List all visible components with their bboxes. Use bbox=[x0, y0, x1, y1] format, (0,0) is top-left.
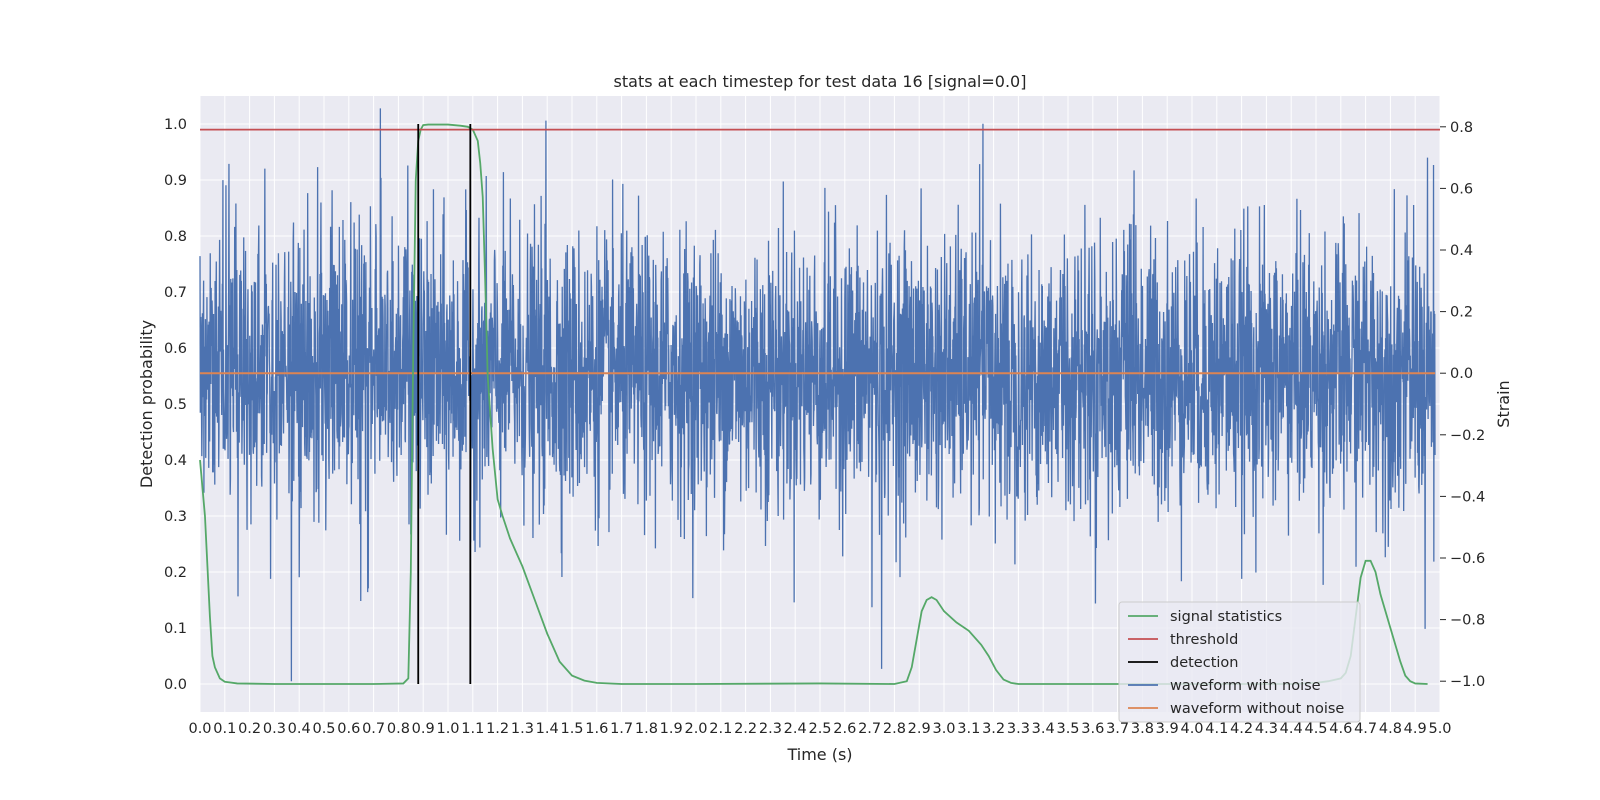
x-tick-label: 3.2 bbox=[982, 721, 1005, 737]
y2-tick-label: −1.0 bbox=[1450, 674, 1485, 690]
x-tick-label: 1.4 bbox=[536, 721, 559, 737]
y-tick-label: 0.5 bbox=[164, 397, 187, 413]
x-tick-label: 1.7 bbox=[610, 721, 633, 737]
x-tick-label: 1.2 bbox=[486, 721, 509, 737]
x-tick-label: 2.1 bbox=[709, 721, 732, 737]
x-tick-label: 1.0 bbox=[436, 721, 459, 737]
x-tick-label: 3.4 bbox=[1032, 721, 1055, 737]
legend-label-signal-statistics: signal statistics bbox=[1170, 609, 1282, 625]
y2-tick-label: −0.6 bbox=[1450, 551, 1485, 567]
y-tick-label: 0.7 bbox=[164, 285, 187, 301]
y2-tick-label: −0.2 bbox=[1450, 428, 1485, 444]
x-tick-label: 5.0 bbox=[1428, 721, 1451, 737]
x-tick-label: 2.4 bbox=[784, 721, 807, 737]
legend-box bbox=[1118, 601, 1361, 723]
y-tick-label: 0.1 bbox=[164, 621, 187, 637]
x-tick-label: 4.6 bbox=[1329, 721, 1352, 737]
x-tick-label: 3.1 bbox=[957, 721, 980, 737]
y2-tick-label: 0.4 bbox=[1450, 243, 1473, 259]
x-tick-label: 0.8 bbox=[387, 721, 410, 737]
y2-tick-label: 0.0 bbox=[1450, 366, 1473, 382]
x-tick-label: 3.8 bbox=[1131, 721, 1154, 737]
y-axis-label: Detection probability bbox=[137, 320, 156, 488]
x-tick-label: 2.8 bbox=[883, 721, 906, 737]
x-tick-label: 0.0 bbox=[188, 721, 211, 737]
x-tick-label: 2.3 bbox=[759, 721, 782, 737]
x-tick-label: 4.3 bbox=[1255, 721, 1278, 737]
y-tick-label: 0.4 bbox=[164, 453, 187, 469]
x-tick-label: 2.7 bbox=[858, 721, 881, 737]
x-tick-label: 4.5 bbox=[1304, 721, 1327, 737]
x-tick-label: 3.9 bbox=[1156, 721, 1179, 737]
x-tick-label: 2.0 bbox=[684, 721, 707, 737]
x-axis-ticks: 0.0 0.1 0.2 0.3 0.4 0.5 0.6 0.7 0.8 0.9 1.0 1.1 1.2 1… bbox=[188, 721, 1451, 737]
x-tick-label: 2.2 bbox=[734, 721, 757, 737]
y-tick-label: 1.0 bbox=[164, 117, 187, 133]
x-tick-label: 4.9 bbox=[1404, 721, 1427, 737]
x-tick-label: 4.4 bbox=[1280, 721, 1303, 737]
x-tick-label: 1.9 bbox=[660, 721, 683, 737]
x-tick-label: 0.7 bbox=[362, 721, 385, 737]
legend-label-waveform-without-noise: waveform without noise bbox=[1170, 701, 1344, 717]
chart-title: stats at each timestep for test data 16 … bbox=[614, 72, 1027, 91]
x-tick-label: 0.2 bbox=[238, 721, 261, 737]
x-tick-label: 0.4 bbox=[288, 721, 311, 737]
legend-label-waveform-with-noise: waveform with noise bbox=[1170, 678, 1321, 694]
x-tick-label: 4.0 bbox=[1180, 721, 1203, 737]
x-tick-label: 0.9 bbox=[412, 721, 435, 737]
x-tick-label: 2.6 bbox=[833, 721, 856, 737]
plot-area bbox=[199, 108, 1440, 685]
x-tick-label: 3.3 bbox=[1007, 721, 1030, 737]
waveform-with-noise-line bbox=[199, 108, 1436, 682]
x-tick-label: 4.8 bbox=[1379, 721, 1402, 737]
x-tick-label: 0.5 bbox=[312, 721, 335, 737]
y2-axis-label: Strain bbox=[1494, 380, 1513, 427]
x-tick-label: 0.3 bbox=[263, 721, 286, 737]
y2-tick-label: −0.4 bbox=[1450, 489, 1485, 505]
x-tick-label: 1.1 bbox=[461, 721, 484, 737]
y-tick-label: 0.8 bbox=[164, 229, 187, 245]
x-tick-label: 1.3 bbox=[511, 721, 534, 737]
x-tick-label: 2.9 bbox=[908, 721, 931, 737]
y2-tick-label: −0.8 bbox=[1450, 613, 1485, 629]
x-tick-label: 0.1 bbox=[213, 721, 236, 737]
y2-axis-ticks: −1.0 −0.8 −0.6 −0.4 −0.2 0.0 0.2 0.4 0.6 0.8 bbox=[1440, 120, 1485, 690]
y-axis-ticks: 0.0 0.1 0.2 0.3 0.4 0.5 0.6 0.7 0.8 0.9 1.0 bbox=[164, 117, 187, 693]
legend: signal statistics threshold detection wa… bbox=[1118, 601, 1361, 723]
y-tick-label: 0.0 bbox=[164, 677, 187, 693]
y2-tick-label: 0.6 bbox=[1450, 181, 1473, 197]
legend-label-threshold: threshold bbox=[1170, 632, 1238, 648]
x-tick-label: 3.6 bbox=[1081, 721, 1104, 737]
x-tick-label: 3.5 bbox=[1056, 721, 1079, 737]
x-tick-label: 4.2 bbox=[1230, 721, 1253, 737]
legend-label-detection: detection bbox=[1170, 655, 1238, 671]
y-tick-label: 0.6 bbox=[164, 341, 187, 357]
y2-tick-label: 0.2 bbox=[1450, 305, 1473, 321]
x-tick-label: 4.1 bbox=[1205, 721, 1228, 737]
x-tick-label: 2.5 bbox=[808, 721, 831, 737]
x-tick-label: 1.8 bbox=[635, 721, 658, 737]
x-axis-label: Time (s) bbox=[786, 745, 852, 764]
x-tick-label: 1.6 bbox=[585, 721, 608, 737]
y2-tick-label: 0.8 bbox=[1450, 120, 1473, 136]
x-tick-label: 3.0 bbox=[932, 721, 955, 737]
y-tick-label: 0.3 bbox=[164, 509, 187, 525]
x-tick-label: 4.7 bbox=[1354, 721, 1377, 737]
x-tick-label: 0.6 bbox=[337, 721, 360, 737]
y-tick-label: 0.9 bbox=[164, 173, 187, 189]
x-tick-label: 1.5 bbox=[560, 721, 583, 737]
x-tick-label: 3.7 bbox=[1106, 721, 1129, 737]
y-tick-label: 0.2 bbox=[164, 565, 187, 581]
